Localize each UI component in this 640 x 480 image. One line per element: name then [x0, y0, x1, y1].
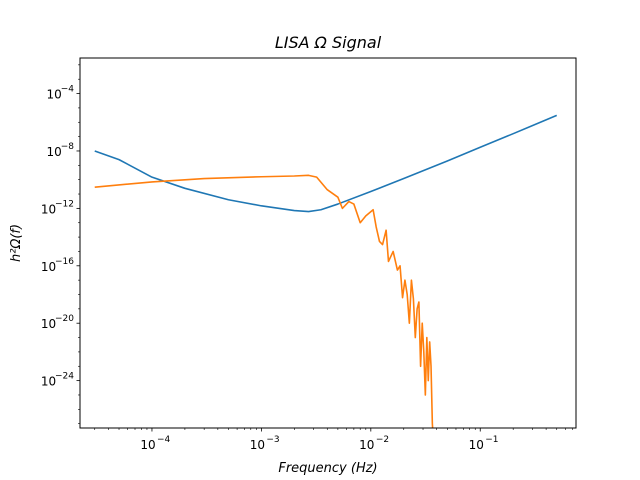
- x-tick-label: 10: [469, 438, 484, 452]
- y-tick-label: 10: [41, 260, 56, 274]
- x-tick-exponent: −4: [157, 435, 171, 445]
- y-tick-label: 10: [47, 88, 62, 102]
- y-tick-label: 10: [41, 317, 56, 331]
- y-tick-exponent: −4: [61, 85, 75, 95]
- y-axis-label: h²Ω(f): [9, 224, 24, 262]
- x-tick-label: 10: [140, 438, 155, 452]
- series-line-2: [94, 174, 434, 428]
- x-tick-label: 10: [250, 438, 265, 452]
- series-lines: [94, 114, 558, 428]
- y-tick-label: 10: [41, 375, 56, 389]
- x-axis-label: Frequency (Hz): [278, 461, 377, 476]
- y-tick-exponent: −12: [55, 199, 74, 209]
- x-tick-exponent: −3: [266, 435, 279, 445]
- y-tick-exponent: −16: [55, 257, 74, 267]
- y-tick-label: 10: [41, 202, 56, 216]
- plot-frame: [79, 57, 577, 429]
- y-tick-exponent: −20: [55, 314, 74, 324]
- chart-title: LISA Ω Signal: [275, 33, 382, 52]
- x-tick-exponent: −1: [485, 435, 498, 445]
- y-tick-exponent: −8: [61, 142, 75, 152]
- y-tick-label: 10: [47, 145, 62, 159]
- x-axis: 10 −4 10 −3 10 −2 10 −1: [94, 428, 574, 452]
- x-tick-exponent: −2: [376, 435, 389, 445]
- x-tick-label: 10: [359, 438, 374, 452]
- y-tick-exponent: −24: [55, 372, 74, 382]
- series-line-1: [94, 114, 558, 213]
